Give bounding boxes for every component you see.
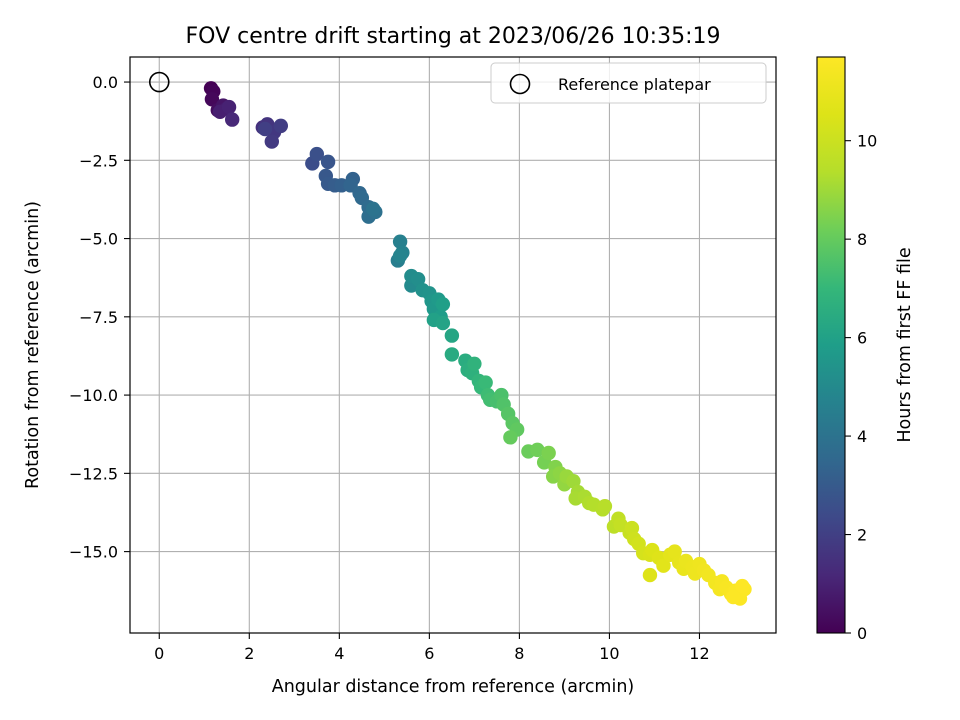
data-point (597, 499, 613, 514)
colorbar-tick-label: 2 (857, 526, 867, 545)
colorbar-tick-label: 6 (857, 329, 867, 348)
reference-platepar-marker (148, 71, 170, 93)
data-point (264, 134, 280, 149)
colorbar: 0 2 4 6 8 10 Hours from first FF file (816, 56, 915, 643)
y-tick-label: −7.5 (79, 308, 118, 327)
data-point (503, 430, 518, 445)
data-point (478, 375, 493, 390)
data-point (467, 356, 482, 371)
x-tick-label: 12 (689, 644, 709, 663)
data-point (735, 578, 750, 594)
data-point (541, 445, 556, 461)
data-point (444, 347, 460, 362)
data-point (273, 118, 289, 134)
chart-title: FOV centre drift starting at 2023/06/26 … (186, 24, 721, 49)
colorbar-label: Hours from first FF file (895, 247, 915, 442)
legend-marker (509, 73, 531, 95)
x-tick-label: 8 (514, 644, 524, 663)
y-tick-label: −12.5 (69, 464, 118, 483)
legend-entry-reference-platepar: Reference platepar (558, 75, 711, 94)
data-point (309, 146, 325, 162)
data-point (410, 272, 426, 287)
colorbar-tick-label: 4 (857, 427, 867, 446)
data-point (444, 328, 460, 343)
x-tick-label: 10 (599, 644, 619, 663)
data-point (624, 520, 640, 536)
data-point (204, 92, 220, 107)
data-point (320, 154, 336, 170)
grid (130, 57, 776, 633)
x-axis-ticks: 0 2 4 6 8 10 12 (154, 633, 710, 663)
y-tick-label: −10.0 (69, 386, 118, 405)
colorbar-ticks: 0 2 4 6 8 10 (845, 132, 877, 643)
data-point (435, 315, 451, 331)
x-tick-label: 4 (334, 644, 344, 663)
y-tick-label: −5.0 (79, 230, 118, 249)
data-point (224, 112, 240, 127)
y-tick-label: 0.0 (93, 73, 118, 92)
data-point (392, 248, 408, 263)
colorbar-tick-label: 8 (857, 230, 867, 249)
x-tick-label: 0 (154, 644, 164, 663)
y-tick-label: −15.0 (69, 543, 118, 562)
data-point (566, 473, 581, 489)
data-points (203, 81, 752, 606)
colorbar-gradient (816, 56, 846, 634)
data-point (435, 297, 451, 312)
data-point (257, 121, 273, 137)
data-point (365, 201, 381, 217)
x-axis-label: Angular distance from reference (arcmin) (272, 677, 635, 697)
y-tick-label: −2.5 (79, 151, 118, 170)
data-point (392, 234, 408, 249)
y-axis-label: Rotation from reference (arcmin) (23, 201, 43, 489)
legend: Reference platepar (490, 62, 767, 104)
y-axis-ticks: 0.0 −2.5 −5.0 −7.5 −10.0 −12.5 −15.0 (69, 73, 130, 562)
data-point (656, 558, 671, 573)
colorbar-tick-label: 0 (857, 624, 867, 643)
data-point (667, 544, 682, 559)
data-point (726, 589, 741, 605)
legend-box (490, 62, 767, 104)
data-point (642, 567, 658, 583)
data-point (530, 442, 545, 458)
x-tick-label: 6 (424, 644, 434, 663)
x-tick-label: 2 (244, 644, 254, 663)
colorbar-tick-label: 10 (857, 132, 877, 151)
plot-frame (129, 56, 777, 634)
data-point (221, 99, 237, 115)
